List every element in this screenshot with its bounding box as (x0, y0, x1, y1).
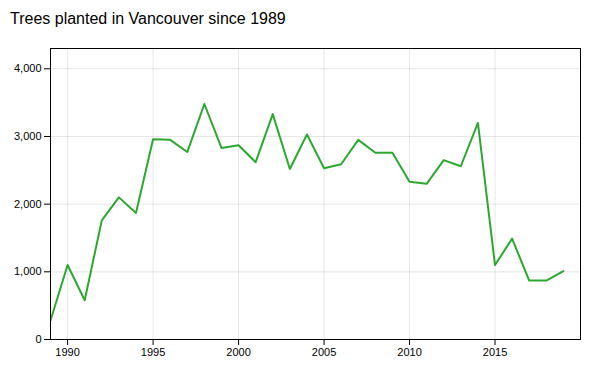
svg-text:2000: 2000 (226, 346, 250, 358)
svg-text:1,000: 1,000 (14, 265, 42, 277)
svg-text:2010: 2010 (397, 346, 421, 358)
svg-text:2,000: 2,000 (14, 198, 42, 210)
svg-text:3,000: 3,000 (14, 130, 42, 142)
svg-text:1995: 1995 (141, 346, 165, 358)
html-text:Trees planted in Vancouver sin: Trees planted in Vancouver since 1989 (10, 10, 286, 27)
svg-text:4,000: 4,000 (14, 62, 42, 74)
svg-text:1990: 1990 (55, 346, 79, 358)
svg-text:2005: 2005 (312, 346, 336, 358)
svg-text:2015: 2015 (483, 346, 507, 358)
svg-text:0: 0 (35, 333, 41, 345)
